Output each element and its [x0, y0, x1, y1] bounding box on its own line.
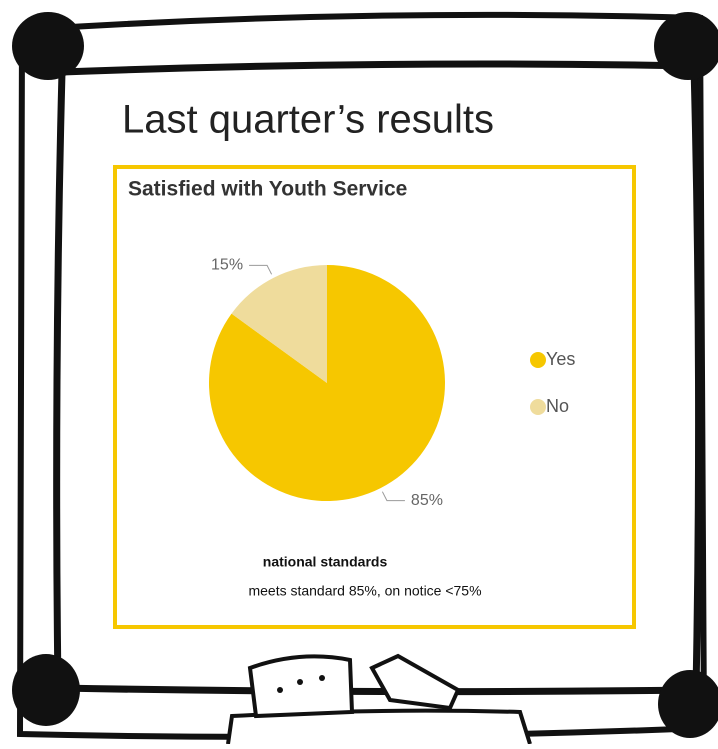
pie-slice — [231, 265, 327, 383]
data-label: 85% — [411, 492, 443, 509]
legend-swatch — [530, 352, 546, 368]
corner-blob — [12, 12, 84, 80]
annotation: national standards — [263, 554, 388, 570]
legend-swatch — [530, 399, 546, 415]
corner-blob — [12, 654, 80, 726]
pie-slice — [208, 265, 445, 502]
corner-blob — [654, 12, 718, 80]
annotation: meets standard 85%, on notice <75% — [248, 583, 481, 599]
eraser-dot — [297, 679, 303, 685]
heading: Last quarter’s results — [122, 98, 494, 142]
chart-title: Satisfied with Youth Service — [128, 178, 407, 201]
eraser — [247, 654, 355, 719]
leader-line — [249, 264, 273, 275]
legend-label: Yes — [546, 349, 575, 369]
data-label: 15% — [211, 257, 243, 274]
legend-label: No — [546, 396, 569, 416]
marker — [369, 653, 461, 711]
eraser-dot — [319, 675, 325, 681]
corner-blob — [658, 670, 718, 738]
leader-line — [381, 491, 405, 502]
eraser-dot — [277, 687, 283, 693]
